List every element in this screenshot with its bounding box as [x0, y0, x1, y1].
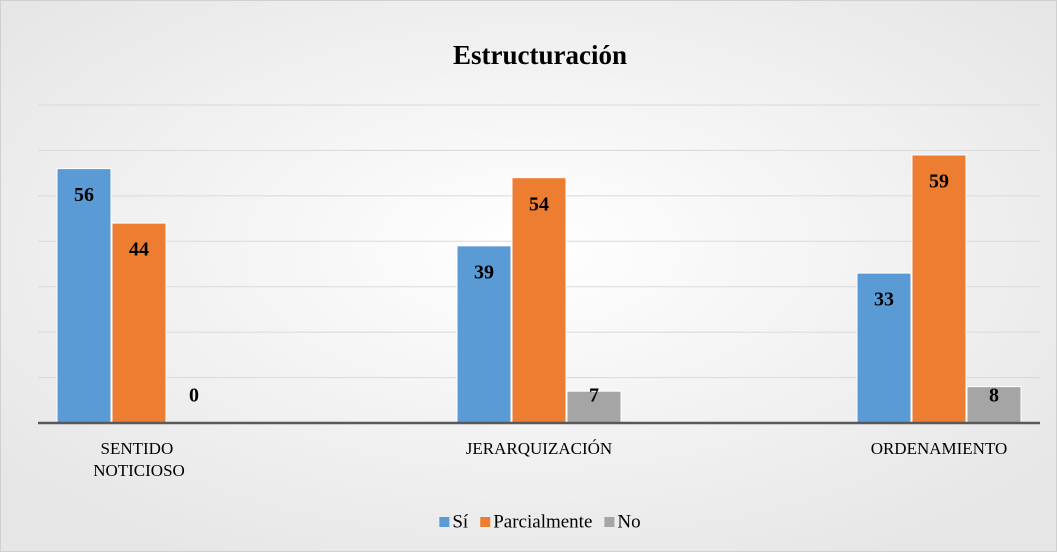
legend-label: No	[617, 511, 640, 532]
legend-label: Sí	[452, 511, 469, 532]
bar	[111, 222, 167, 424]
bar	[56, 168, 112, 424]
x-tick-label: ORDENAMIENTO	[871, 439, 1008, 458]
bar	[911, 154, 967, 424]
data-label: 33	[874, 289, 894, 311]
data-label: 56	[74, 184, 94, 206]
x-tick-label: JERARQUIZACIÓN	[466, 439, 612, 458]
legend-label: Parcialmente	[493, 511, 592, 532]
legend-item: Sí	[439, 511, 469, 532]
legend-swatch	[604, 517, 615, 527]
data-label: 44	[129, 239, 149, 261]
legend-item: Parcialmente	[480, 511, 592, 532]
legend-swatch	[439, 517, 450, 527]
bar	[456, 245, 512, 424]
data-label: 54	[529, 193, 549, 215]
data-label: 39	[474, 261, 494, 283]
data-label: 7	[589, 385, 599, 407]
legend-item: No	[604, 511, 641, 532]
bar	[856, 272, 912, 424]
x-tick-label: SENTIDO NOTICIOSO	[93, 439, 185, 480]
bar	[966, 386, 1022, 424]
data-label: 0	[189, 385, 199, 407]
legend-swatch	[480, 517, 491, 527]
bar	[566, 390, 622, 424]
legend: Sí Parcialmente No	[439, 511, 641, 532]
bar	[511, 177, 567, 424]
data-label: 59	[929, 171, 949, 193]
data-label: 8	[989, 385, 999, 407]
chart-title: Estructuración	[453, 40, 627, 70]
